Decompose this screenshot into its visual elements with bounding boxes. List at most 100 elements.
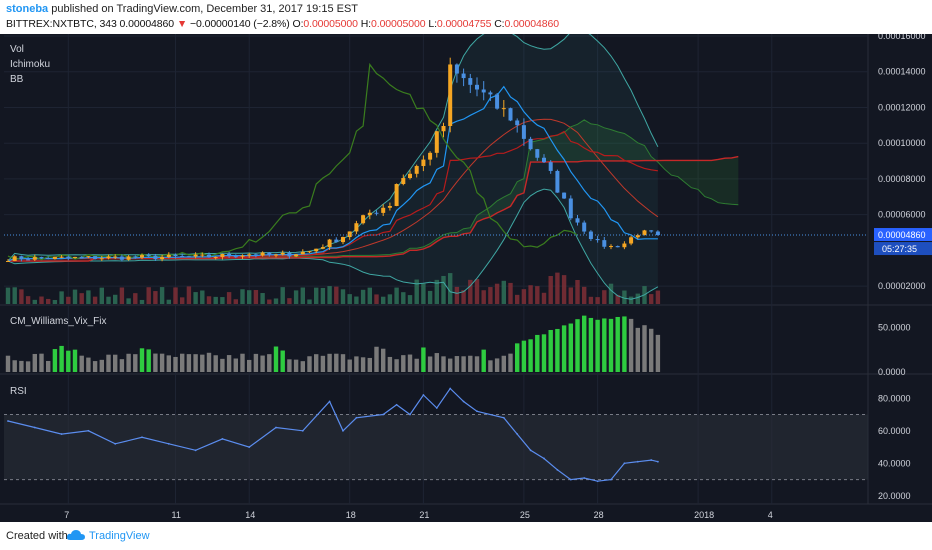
volume-bar <box>360 289 366 304</box>
candle-body <box>334 239 339 243</box>
volume-bar <box>528 285 533 304</box>
volume-bar <box>106 296 111 304</box>
vix-bar <box>367 357 372 372</box>
volume-bar <box>273 298 279 304</box>
volume-bar <box>521 289 527 304</box>
chart-canvas[interactable]: 0.00016000 0.00014000 0.00012000 0.00010000… <box>0 34 932 522</box>
candle-body <box>414 166 419 174</box>
vix-bar <box>622 316 627 372</box>
author-link[interactable]: stoneba <box>6 3 49 15</box>
vix-bar <box>401 355 406 372</box>
candle-body <box>6 260 10 262</box>
candle-body <box>99 258 104 260</box>
volume-bar <box>19 289 24 304</box>
candle-body <box>200 254 205 256</box>
candle-body <box>548 162 553 171</box>
volume-bar <box>12 287 17 304</box>
rsi-point <box>569 478 572 481</box>
vix-bar <box>588 317 594 372</box>
vix-bar <box>340 354 346 372</box>
volume-bar <box>441 275 446 304</box>
volume-bar <box>72 289 78 304</box>
volume-bar <box>427 290 433 304</box>
volume-bar <box>320 287 326 304</box>
high-value: 0.00005000 <box>371 18 426 30</box>
volume-bar <box>655 290 661 304</box>
vix-bar <box>273 346 279 372</box>
volume-bar <box>515 294 520 304</box>
vix-bar <box>441 356 446 372</box>
volume-bar <box>615 294 620 304</box>
vix-bar <box>461 356 466 372</box>
volume-bar <box>39 296 44 304</box>
legend-vol: Vol <box>10 44 24 55</box>
vix-tick-label: 0.0000 <box>878 367 906 377</box>
volume-bar <box>66 296 71 304</box>
vix-bar <box>173 356 178 372</box>
volume-bar <box>220 297 225 304</box>
vix-bar <box>381 348 386 372</box>
candle-body <box>448 64 453 126</box>
rsi-tick-label: 20.0000 <box>878 491 911 501</box>
candlesticks <box>6 57 660 262</box>
candle-body <box>475 84 479 90</box>
created-with-text: Created with <box>6 530 68 542</box>
ichimoku-cloud-fill <box>8 119 739 261</box>
symbol-label: BITTREX:NXTBTC, 343 <box>6 18 117 30</box>
vix-bar <box>113 354 118 372</box>
price-axes: 0.00016000 0.00014000 0.00012000 0.00010000… <box>4 34 932 501</box>
volume-bars <box>5 272 661 304</box>
volume-bar <box>421 283 426 304</box>
vix-bar <box>5 355 11 372</box>
vix-bar <box>220 358 225 372</box>
vix-bar <box>293 359 299 372</box>
vix-bar <box>528 339 533 372</box>
tradingview-link[interactable]: TradingView <box>89 530 150 542</box>
pane-labels: Vol Ichimoku BB CM_Williams_Vix_Fix RSI <box>10 44 107 397</box>
vix-bar <box>213 355 218 372</box>
rsi-point <box>516 433 519 435</box>
candle-body <box>374 212 379 214</box>
vix-bar <box>12 360 17 372</box>
vix-bar <box>354 356 359 372</box>
time-tick-label: 25 <box>520 510 530 520</box>
vix-bar <box>474 356 480 372</box>
vix-bar <box>193 354 198 372</box>
candle-body <box>66 256 71 258</box>
candle-body <box>595 239 600 241</box>
rsi-tick-label: 60.0000 <box>878 426 911 436</box>
rsi-point <box>87 429 90 432</box>
vix-bar <box>106 354 111 372</box>
candle-body <box>501 108 506 110</box>
volume-bar <box>548 276 553 304</box>
candle-body <box>354 223 359 232</box>
rsi-point <box>596 480 599 483</box>
volume-bar <box>293 290 299 304</box>
candle-body <box>247 254 252 256</box>
ichimoku-cloud <box>8 119 739 261</box>
volume-bar <box>146 287 151 304</box>
volume-bar <box>166 299 171 304</box>
candle-body <box>287 252 292 257</box>
last-price-badge <box>874 228 932 242</box>
vix-bar <box>19 360 24 372</box>
candle-body <box>408 173 412 179</box>
rsi-point <box>650 459 653 461</box>
vix-bar <box>434 353 439 372</box>
candle-body <box>609 246 613 248</box>
ichimoku-chikou-line <box>7 62 578 261</box>
high-label: H: <box>360 18 372 30</box>
vix-bar <box>200 354 205 372</box>
rsi-point <box>194 449 197 452</box>
vix-bar <box>79 355 84 372</box>
volume-bar <box>25 296 31 304</box>
rsi-point <box>382 413 385 416</box>
rsi-point <box>33 426 36 429</box>
rsi-point <box>422 394 425 396</box>
vix-bar <box>52 349 58 372</box>
candle-body <box>126 256 131 260</box>
volume-bar <box>32 299 37 304</box>
candle-body <box>119 256 124 260</box>
vix-bar <box>414 358 419 372</box>
vix-bar <box>119 359 125 372</box>
